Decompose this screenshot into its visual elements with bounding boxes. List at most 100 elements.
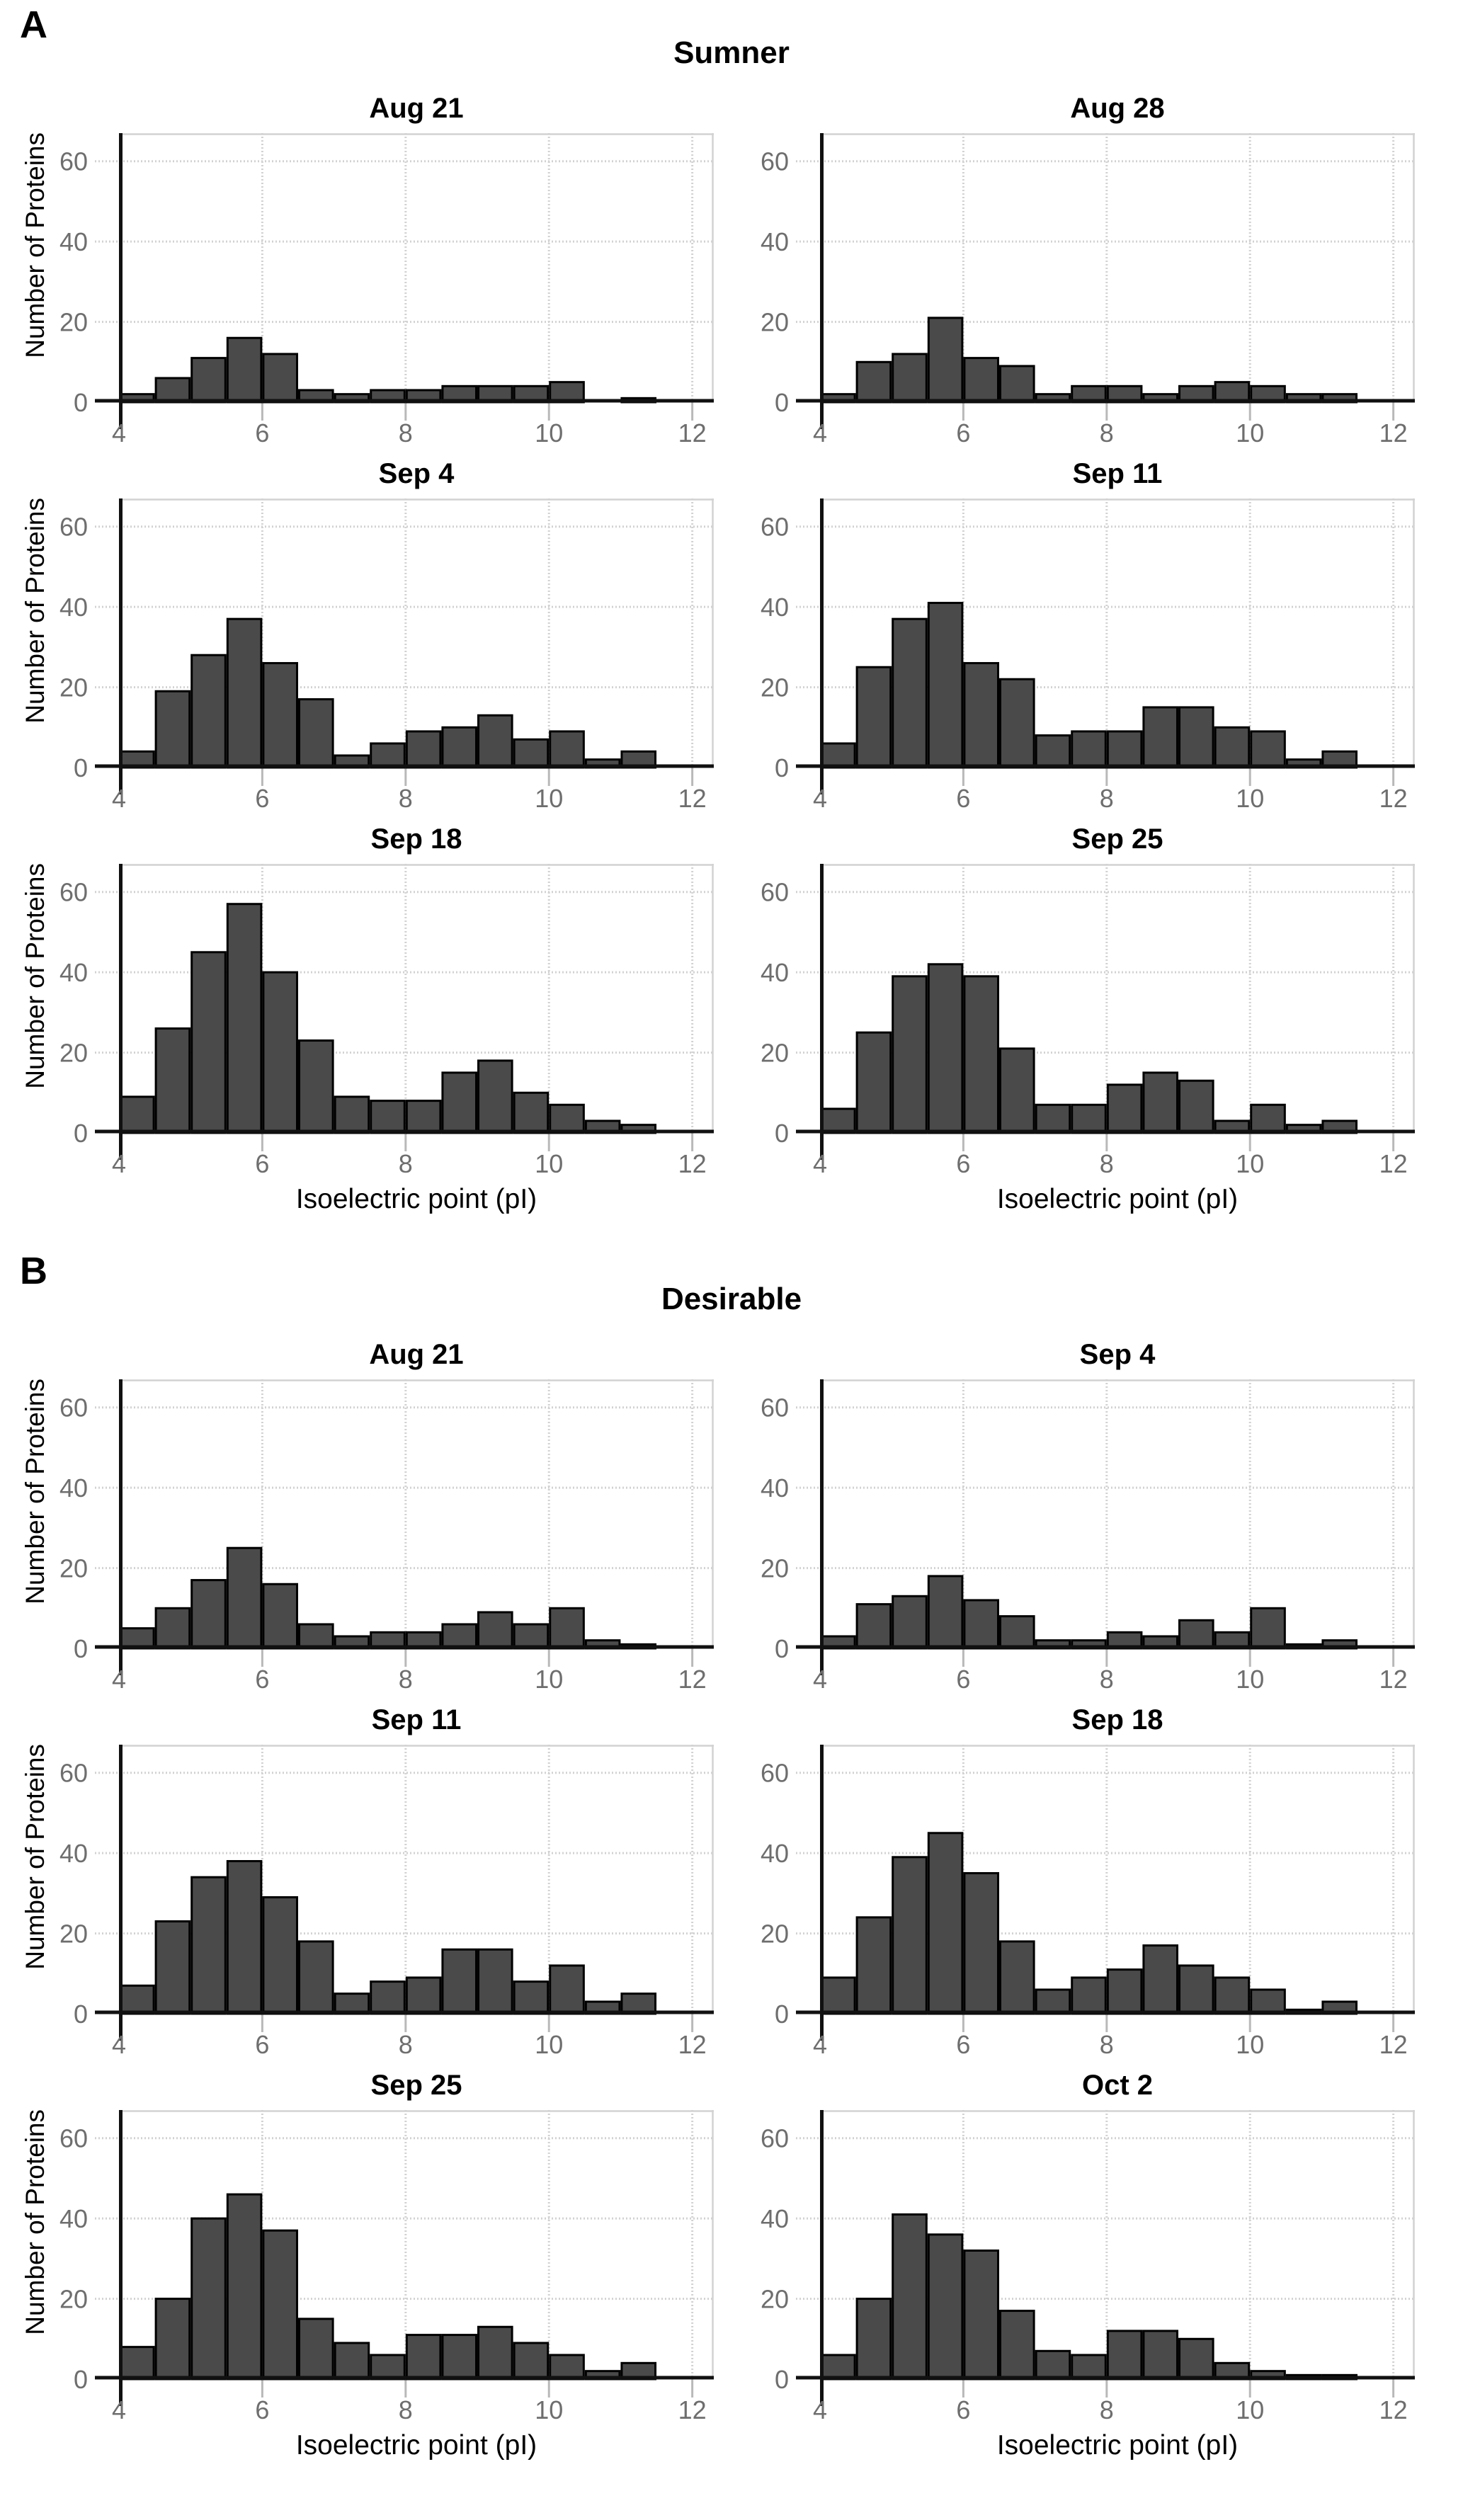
- histogram-bar: [1035, 2349, 1071, 2381]
- subplot-A-sep-25: Sep 25 4 6 8 10 12 0 20 40 60 Isoelectric point (p…: [756, 819, 1443, 1221]
- histogram-bar: [477, 1059, 513, 1134]
- y-tick-label: 60: [59, 147, 88, 176]
- histogram-plot: 4 6 8 10 12 0 20 40 60: [59, 1379, 714, 1694]
- histogram-plot: 4 6 8 10 12 0 20 40 60: [761, 498, 1415, 813]
- histogram-plot: 4 6 8 10 12 0 20 40 60: [59, 133, 714, 447]
- histogram-bar: [190, 1876, 227, 2015]
- histogram-plot: 4 6 8 10 12 0 20 40 60: [761, 2110, 1415, 2424]
- x-tick-label: 12: [678, 1149, 707, 1178]
- histogram-bar: [370, 742, 406, 769]
- histogram-bar: [334, 2342, 370, 2381]
- x-tick-label: 4: [813, 1665, 827, 1694]
- y-axis-label: Number of Proteins: [16, 1699, 55, 2014]
- histogram-bar: [1178, 1964, 1214, 2015]
- subplot-title: Sep 18: [1071, 1704, 1163, 1735]
- histogram-bar: [370, 2354, 406, 2381]
- histogram-bar: [477, 2325, 513, 2381]
- histogram-bar: [927, 963, 964, 1134]
- histogram-plot: 4 6 8 10 12 0 20 40 60: [59, 864, 714, 1178]
- histogram-bar: [963, 1871, 1000, 2015]
- subplot-title: Sep 11: [1072, 458, 1163, 489]
- subplot-row: Number of Proteins Sep 25 4 6 8 10 12 0 20 40 60 Is…: [16, 2065, 1447, 2467]
- histogram-bar: [892, 353, 928, 404]
- y-tick-label: 20: [59, 2285, 88, 2314]
- y-axis-label: Number of Proteins: [16, 819, 55, 1133]
- x-tick-label: 4: [813, 784, 827, 813]
- y-tick-label: 0: [74, 1119, 88, 1148]
- histogram-bar: [999, 678, 1035, 769]
- subplot-B-sep-25: Sep 25 4 6 8 10 12 0 20 40 60 Isoelectric point (p…: [55, 2065, 742, 2467]
- histogram-bar: [820, 742, 856, 769]
- y-tick-label: 20: [59, 1920, 88, 1949]
- histogram-plot: 4 6 8 10 12 0 20 40 60: [761, 133, 1415, 447]
- x-tick-label: 10: [1236, 1149, 1264, 1178]
- subplot-row: Number of Proteins Sep 11 4 6 8 10 12 0 20 40 60 Se…: [16, 1699, 1447, 2059]
- histogram-bar: [441, 1623, 478, 1650]
- x-tick-label: 6: [956, 1149, 970, 1178]
- subplot-row: Number of Proteins Aug 21 4 6 8 10 12 0 20 40 60 Se…: [16, 1334, 1447, 1694]
- histogram-bar: [999, 1047, 1035, 1134]
- histogram-bar: [1106, 1083, 1143, 1134]
- y-axis-label: Number of Proteins: [16, 1334, 55, 1648]
- y-tick-label: 20: [59, 1039, 88, 1068]
- histogram-bar: [334, 1095, 370, 1134]
- histogram-plot: 4 6 8 10 12 0 20 40 60: [761, 1379, 1415, 1694]
- x-tick-label: 4: [112, 2395, 126, 2424]
- histogram-bar: [298, 1940, 334, 2015]
- x-tick-label: 8: [1100, 2030, 1114, 2059]
- histogram-bar: [262, 971, 299, 1134]
- y-tick-label: 0: [775, 388, 789, 417]
- x-tick-label: 12: [1379, 2395, 1408, 2424]
- histogram-bar: [1106, 1968, 1143, 2015]
- histogram-bar: [927, 317, 964, 404]
- histogram-bar: [999, 2310, 1035, 2381]
- panel-letter-b: B: [20, 1250, 47, 1292]
- plot-area: 4 6 8 10 12 0 20 40 60: [761, 864, 1415, 1178]
- histogram-bar: [190, 357, 227, 404]
- x-tick-label: 10: [535, 2395, 563, 2424]
- x-tick-label: 4: [112, 1149, 126, 1178]
- histogram-bar: [405, 2334, 442, 2381]
- histogram-bar: [820, 1107, 856, 1134]
- x-tick-label: 12: [1379, 1665, 1408, 1694]
- histogram-bar: [298, 698, 334, 769]
- x-tick-label: 10: [535, 784, 563, 813]
- x-axis-label: Isoelectric point (pI): [996, 2430, 1239, 2461]
- plot-area: 4 6 8 10 12 0 20 40 60: [59, 2110, 714, 2424]
- y-axis-label-text: Number of Proteins: [21, 497, 50, 724]
- y-axis-label: Number of Proteins: [16, 88, 55, 402]
- plot-area: 4 6 8 10 12 0 20 40 60: [761, 1379, 1415, 1694]
- histogram-bar: [1142, 1071, 1179, 1134]
- histogram-bar: [963, 357, 1000, 404]
- histogram-bar: [405, 1100, 442, 1134]
- histogram-bar: [999, 1615, 1035, 1650]
- histogram-bar: [190, 951, 227, 1134]
- y-axis-label-text: Number of Proteins: [21, 132, 50, 358]
- histogram-bar: [298, 2317, 334, 2381]
- y-tick-label: 0: [775, 2000, 789, 2029]
- panel-sumner-header: A Sumner: [16, 4, 1447, 88]
- y-tick-label: 20: [761, 1554, 789, 1583]
- x-tick-label: 6: [255, 1149, 269, 1178]
- y-tick-label: 40: [761, 2204, 789, 2233]
- histogram-bar: [1250, 730, 1286, 769]
- y-tick-label: 20: [59, 1554, 88, 1583]
- histogram-bar: [154, 377, 191, 404]
- histogram-bar: [226, 2193, 263, 2381]
- panel-desirable: B Desirable Number of Proteins Aug 21 4 6 8 1…: [16, 1250, 1447, 2467]
- y-tick-label: 0: [74, 2365, 88, 2394]
- histogram-bar: [820, 2354, 856, 2381]
- histogram-bar: [262, 353, 299, 404]
- subplot-title: Aug 21: [369, 1339, 464, 1370]
- histogram-bar: [1071, 1103, 1107, 1134]
- histogram-bar: [190, 654, 227, 769]
- histogram-bar: [190, 1579, 227, 1650]
- histogram-bar: [1214, 726, 1251, 769]
- plot-area: 4 6 8 10 12 0 20 40 60: [59, 498, 714, 813]
- histogram-bar: [549, 2354, 585, 2381]
- subplot-B-oct-2: Oct 2 4 6 8 10 12 0 20 40 60 Isoelectric point (pI…: [756, 2065, 1443, 2467]
- x-tick-label: 8: [1100, 1149, 1114, 1178]
- panel-desirable-header: B Desirable: [16, 1250, 1447, 1334]
- histogram-bar: [1250, 1607, 1286, 1650]
- histogram-bar: [1071, 2354, 1107, 2381]
